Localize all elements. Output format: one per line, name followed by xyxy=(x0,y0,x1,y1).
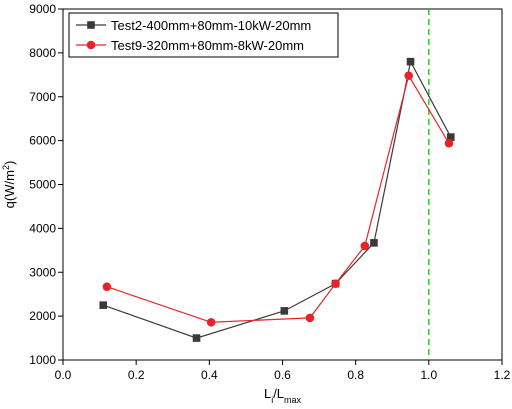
data-point-circle xyxy=(305,313,315,323)
y-axis-title-end: ) xyxy=(2,161,17,165)
y-tick-label: 7000 xyxy=(29,90,56,104)
x-tick-label: 0.0 xyxy=(55,368,72,382)
y-tick-label: 5000 xyxy=(29,178,56,192)
data-point-circle xyxy=(102,282,112,292)
x-tick-label: 0.2 xyxy=(128,368,145,382)
chart-marks xyxy=(99,9,455,360)
chart-axes: 1000 2000 3000 4000 5000 6000 7000 8000 9000 0.0 0… xyxy=(29,2,510,382)
data-point-circle xyxy=(404,71,414,80)
x-axis-title-sep: /L xyxy=(273,386,284,401)
data-point-circle xyxy=(331,279,340,288)
y-tick-label: 4000 xyxy=(29,221,56,235)
data-point-square xyxy=(406,57,415,66)
series-line-1 xyxy=(103,59,452,339)
series-line-2 xyxy=(106,74,450,323)
y-tick-label: 1000 xyxy=(29,353,56,367)
y-tick-label: 9000 xyxy=(29,2,56,16)
data-point-circle xyxy=(206,317,216,327)
y-tick-label: 3000 xyxy=(29,265,56,279)
data-point-square xyxy=(370,239,378,247)
x-axis-title-main: L xyxy=(264,386,271,401)
x-axis-title: Li/Lmax xyxy=(264,386,302,405)
data-point-square xyxy=(99,301,108,309)
y-axis-title-sup: 2 xyxy=(1,165,11,170)
legend-label-2: Test9-320mm+80mm-8kW-20mm xyxy=(111,38,304,53)
x-axis-title-sub1: i xyxy=(271,395,273,405)
y-tick-label: 6000 xyxy=(29,134,56,148)
legend-box xyxy=(68,12,339,58)
data-point-circle xyxy=(444,138,454,148)
legend: Test2-400mm+80mm-10kW-20mm Test9-320mm+80… xyxy=(68,12,339,58)
y-axis-title: q(W/m2) xyxy=(1,161,17,209)
legend-marker-square xyxy=(87,21,95,29)
x-tick-label: 0.4 xyxy=(201,368,218,382)
y-tick-label: 2000 xyxy=(29,309,56,323)
x-tick-label: 1.0 xyxy=(420,368,437,382)
x-axis-title-sub2: max xyxy=(284,395,302,405)
data-point-square xyxy=(446,133,455,141)
legend-label-1: Test2-400mm+80mm-10kW-20mm xyxy=(111,18,311,33)
x-tick-label: 0.6 xyxy=(274,368,291,382)
x-tick-label: 0.8 xyxy=(347,368,364,382)
data-point-circle xyxy=(360,241,370,251)
y-axis-title-main: q(W/m xyxy=(2,170,17,208)
x-tick-label: 1.2 xyxy=(494,368,511,382)
y-tick-label: 8000 xyxy=(29,46,56,60)
data-point-square xyxy=(280,307,289,315)
legend-marker-circle xyxy=(86,40,96,50)
data-point-square xyxy=(192,334,201,342)
